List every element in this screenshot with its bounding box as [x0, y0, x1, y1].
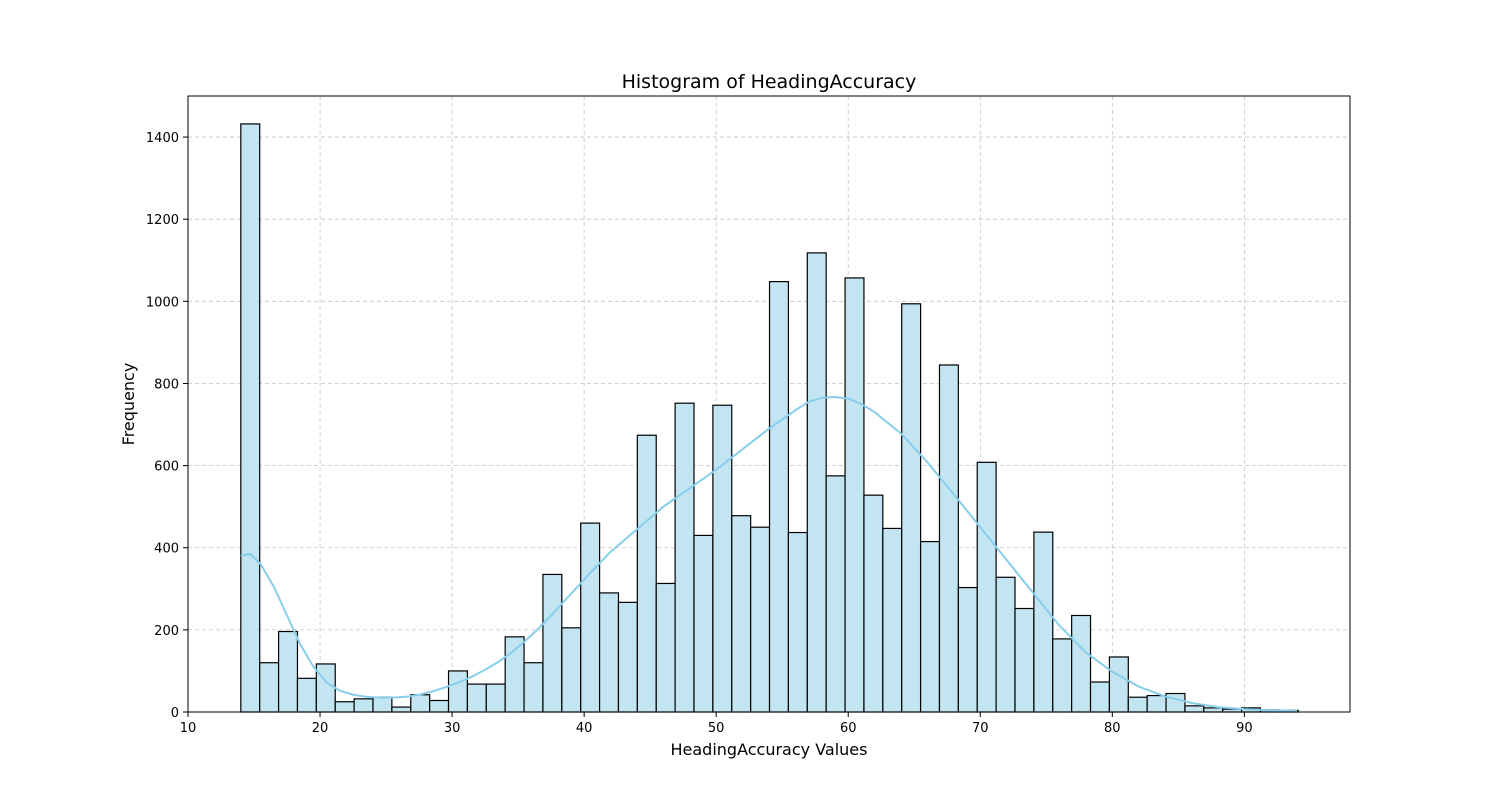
y-tick-label: 1400	[146, 131, 179, 146]
histogram-bar	[334, 701, 355, 713]
histogram-bar	[1089, 681, 1111, 713]
histogram-bar	[1203, 707, 1224, 713]
y-tick-label: 800	[154, 377, 179, 392]
histogram-bar	[523, 662, 544, 713]
x-tick-label: 90	[1236, 721, 1253, 736]
histogram-bar	[391, 706, 412, 713]
histogram-bar	[277, 630, 299, 713]
y-tick-label: 400	[154, 542, 179, 557]
histogram-bar	[372, 696, 393, 713]
x-axis-ticks: 10 20 30 40 50 60 70 80 90	[180, 712, 1253, 736]
histogram-bar	[410, 694, 431, 713]
histogram-bar	[1052, 638, 1073, 713]
histogram-bar	[353, 698, 374, 713]
x-tick-label: 30	[444, 721, 461, 736]
histogram-bar	[976, 461, 997, 713]
histogram-bar	[825, 475, 846, 713]
histogram-bar	[882, 527, 903, 713]
histogram-bar	[863, 494, 884, 713]
histogram-bar	[806, 252, 827, 713]
histogram-bar	[1033, 531, 1054, 713]
y-tick-label: 200	[154, 624, 179, 639]
histogram-bar	[712, 404, 733, 713]
x-tick-label: 70	[972, 721, 989, 736]
histogram-bar	[561, 627, 582, 713]
histogram-bar	[957, 586, 978, 713]
histogram-bar	[750, 526, 771, 713]
y-tick-label: 1000	[146, 295, 179, 310]
histogram-bar	[504, 636, 525, 713]
histogram-bar	[901, 303, 922, 713]
y-tick-label: 0	[171, 706, 179, 721]
x-tick-label: 40	[576, 721, 593, 736]
histogram-bar	[1146, 694, 1167, 713]
histogram-bar	[938, 364, 959, 713]
histogram-bar	[731, 515, 752, 713]
y-tick-label: 600	[154, 460, 179, 475]
histogram-bar	[485, 683, 506, 713]
histogram-bar	[919, 540, 941, 713]
histogram-bar	[655, 582, 676, 713]
histogram-bar	[636, 434, 657, 713]
x-tick-label: 80	[1104, 721, 1121, 736]
plot-frame	[187, 95, 1351, 713]
histogram-bar	[466, 683, 487, 713]
histogram-bar	[580, 522, 601, 713]
y-tick-label: 1200	[146, 213, 179, 228]
kde-curve	[240, 396, 1298, 712]
histogram-bar	[1184, 705, 1205, 713]
x-axis-title: HeadingAccuracy Values	[671, 740, 868, 759]
x-tick-label: 50	[708, 721, 725, 736]
histogram-bar	[768, 281, 790, 713]
histogram-bar	[315, 663, 336, 713]
kde-curve-group	[240, 396, 1298, 712]
y-axis-title: Frequency	[119, 363, 138, 446]
histogram-bar	[259, 662, 280, 713]
histogram-bar	[1165, 692, 1186, 713]
histogram-bar	[240, 123, 261, 713]
histogram-bars	[240, 123, 1299, 713]
histogram-bar	[598, 592, 620, 713]
x-tick-label: 10	[180, 721, 197, 736]
histogram-bar	[844, 277, 865, 713]
histogram-bar	[296, 677, 317, 713]
histogram-bar	[1071, 614, 1092, 713]
histogram-bar	[1127, 696, 1148, 713]
histogram-bar	[1014, 607, 1035, 713]
histogram-bar	[674, 402, 695, 713]
histogram-bar	[617, 601, 638, 713]
histogram-bar	[1108, 656, 1129, 713]
histogram-bar	[995, 576, 1016, 713]
histogram-bar	[693, 534, 714, 713]
x-tick-label: 20	[312, 721, 329, 736]
histogram-bar	[542, 573, 563, 713]
histogram-bar	[787, 531, 808, 713]
histogram-bar	[429, 699, 450, 713]
x-tick-label: 60	[840, 721, 857, 736]
histogram-bar	[447, 670, 469, 713]
chart-title: Histogram of HeadingAccuracy	[622, 71, 917, 93]
y-axis-ticks: 0 200 400 600 800 1000 1200 1400	[146, 131, 188, 721]
